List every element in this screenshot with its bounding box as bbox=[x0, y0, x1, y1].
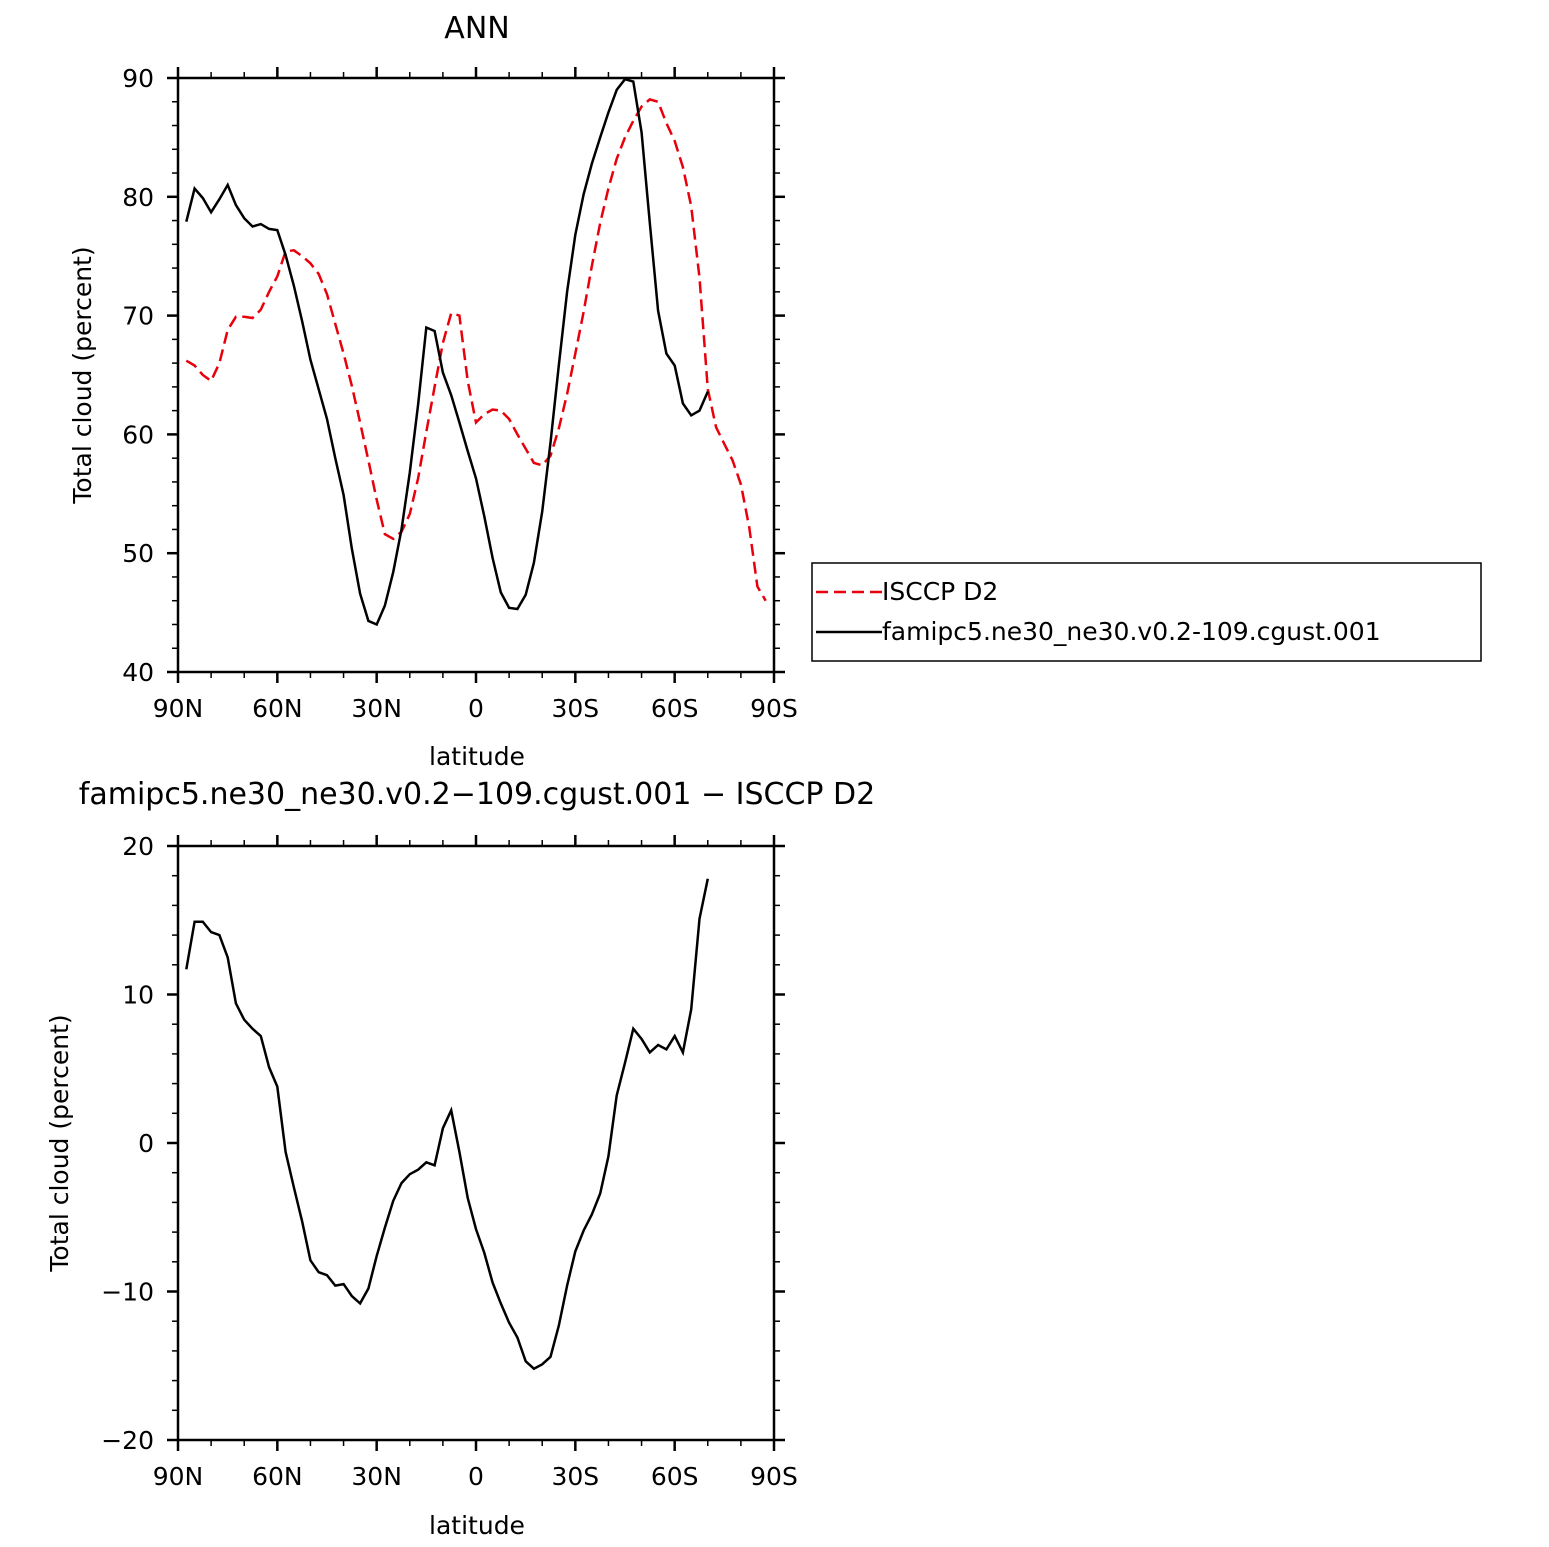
series-line-famipc5 bbox=[185, 78, 709, 627]
top-y-axis-label: Total cloud (percent) bbox=[68, 246, 97, 504]
legend-label-famipc5: famipc5.ne30_ne30.v0.2-109.cgust.001 bbox=[882, 617, 1381, 646]
bottom-plot-frame bbox=[176, 844, 776, 1442]
x-tick-label: 90N bbox=[153, 1462, 204, 1491]
series-line-isccp-d2 bbox=[185, 98, 767, 602]
top-plot-frame bbox=[176, 76, 776, 674]
bottom-minor-ticks bbox=[172, 840, 780, 1446]
top-y-tick-labels: 40 50 60 70 80 90 bbox=[122, 64, 154, 687]
x-tick-label: 90S bbox=[750, 1462, 798, 1491]
x-tick-label: 60N bbox=[252, 694, 303, 723]
y-tick-label: 60 bbox=[122, 420, 154, 449]
top-chart-title: ANN bbox=[444, 11, 509, 46]
top-minor-ticks bbox=[172, 72, 780, 678]
bottom-chart-title: famipc5.ne30_ne30.v0.2−109.cgust.001 − I… bbox=[79, 777, 875, 812]
x-tick-label: 60S bbox=[651, 1462, 699, 1491]
bottom-y-axis-label: Total cloud (percent) bbox=[45, 1014, 74, 1272]
legend-label-isccp-d2: ISCCP D2 bbox=[882, 577, 998, 606]
x-tick-label: 60S bbox=[651, 694, 699, 723]
legend-box bbox=[811, 562, 1482, 662]
x-tick-label: 90N bbox=[153, 694, 204, 723]
x-tick-label: 30N bbox=[351, 1462, 402, 1491]
bottom-x-tick-labels: 90N 60N 30N 0 30S 60S 90S bbox=[153, 1462, 798, 1491]
y-tick-label: 80 bbox=[122, 183, 154, 212]
x-tick-label: 30S bbox=[551, 1462, 599, 1491]
bottom-panel: famipc5.ne30_ne30.v0.2−109.cgust.001 − I… bbox=[45, 777, 875, 1540]
bottom-y-tick-labels: −20 −10 0 10 20 bbox=[101, 832, 154, 1455]
legend: ISCCP D2 famipc5.ne30_ne30.v0.2-109.cgus… bbox=[811, 562, 1482, 662]
bottom-major-ticks bbox=[167, 835, 785, 1451]
x-tick-label: 60N bbox=[252, 1462, 303, 1491]
y-tick-label: 50 bbox=[122, 539, 154, 568]
top-x-axis-label: latitude bbox=[429, 742, 525, 771]
x-tick-label: 0 bbox=[468, 1462, 484, 1491]
y-tick-label: 70 bbox=[122, 302, 154, 331]
y-tick-label: 40 bbox=[122, 658, 154, 687]
x-tick-label: 30S bbox=[551, 694, 599, 723]
x-tick-label: 90S bbox=[750, 694, 798, 723]
y-tick-label: 20 bbox=[122, 832, 154, 861]
top-panel: ANN 90N 60N 30N 0 30S 60S 90S 40 50 60 70 80 90 lat… bbox=[68, 11, 1482, 771]
y-tick-label: 90 bbox=[122, 64, 154, 93]
y-tick-label: 0 bbox=[138, 1129, 154, 1158]
series-line-difference bbox=[185, 878, 710, 1371]
y-tick-label: −20 bbox=[101, 1426, 154, 1455]
x-tick-label: 30N bbox=[351, 694, 402, 723]
y-tick-label: −10 bbox=[101, 1278, 154, 1307]
bottom-x-axis-label: latitude bbox=[429, 1511, 525, 1540]
top-major-ticks bbox=[167, 67, 785, 683]
y-tick-label: 10 bbox=[122, 981, 154, 1010]
top-x-tick-labels: 90N 60N 30N 0 30S 60S 90S bbox=[153, 694, 798, 723]
x-tick-label: 0 bbox=[468, 694, 484, 723]
